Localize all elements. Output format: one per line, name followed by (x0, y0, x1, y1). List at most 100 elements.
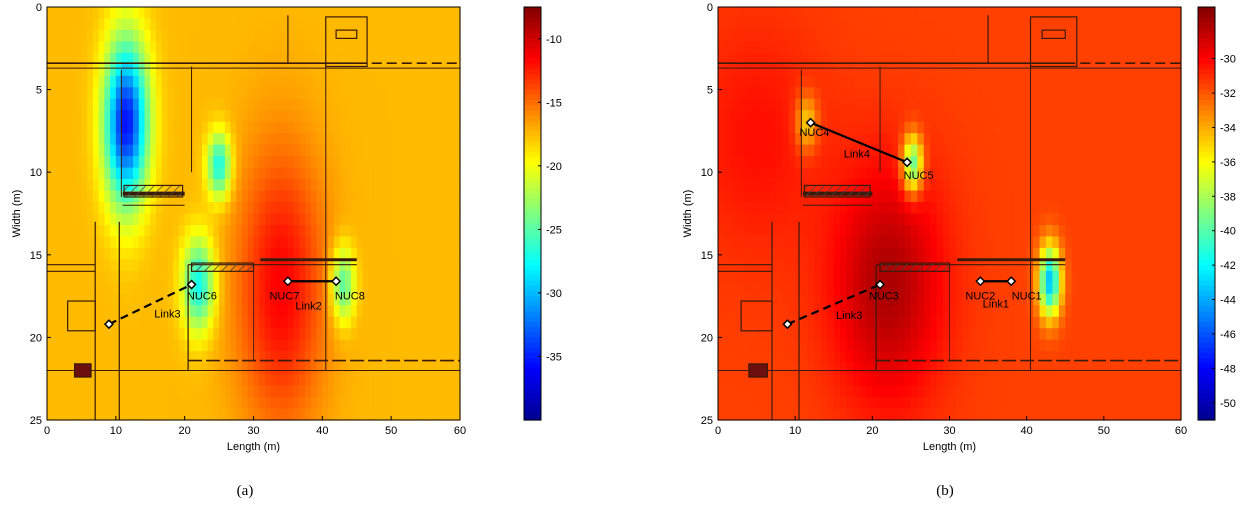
heatmap-cell (1155, 145, 1162, 157)
heatmap-cell (962, 110, 969, 122)
heatmap-cell (282, 328, 288, 340)
heatmap-cell (150, 225, 156, 237)
heatmap-cell (202, 225, 208, 237)
heatmap-cell (1142, 259, 1149, 271)
heatmap-cell (892, 236, 899, 248)
heatmap-cell (299, 374, 305, 386)
heatmap-cell (930, 328, 937, 340)
heatmap-cell (87, 30, 93, 42)
heatmap-cell (231, 64, 237, 76)
heatmap-cell (139, 41, 145, 53)
heatmap-cell (53, 363, 59, 375)
floor-plan-room (192, 263, 254, 271)
heatmap-cell (744, 202, 751, 214)
heatmap-cell (380, 282, 386, 294)
heatmap-cell (190, 248, 196, 260)
heatmap-cell (403, 305, 409, 317)
heatmap-cell (988, 18, 995, 30)
heatmap-cell (47, 191, 53, 203)
heatmap-cell (840, 236, 847, 248)
heatmap-cell (345, 168, 351, 180)
heatmap-cell (276, 340, 282, 352)
heatmap-cell (1117, 259, 1124, 271)
heatmap-cell (81, 259, 87, 271)
heatmap-cell (443, 328, 449, 340)
heatmap-cell (196, 76, 202, 88)
heatmap-cell (397, 248, 403, 260)
heatmap-cell (1046, 305, 1053, 317)
heatmap-cell (414, 248, 420, 260)
heatmap-cell (408, 122, 414, 134)
heatmap-cell (179, 271, 185, 283)
heatmap-cell (391, 214, 397, 226)
heatmap-cell (317, 41, 323, 53)
heatmap-cell (969, 202, 976, 214)
heatmap-cell (219, 305, 225, 317)
heatmap-cell (437, 374, 443, 386)
heatmap-cell (795, 30, 802, 42)
heatmap-cell (81, 87, 87, 99)
heatmap-cell (265, 179, 271, 191)
heatmap-cell (368, 202, 374, 214)
heatmap-cell (1123, 64, 1130, 76)
heatmap-cell (1155, 305, 1162, 317)
heatmap-cell (879, 179, 886, 191)
heatmap-cell (1149, 179, 1156, 191)
heatmap-cell (1155, 340, 1162, 352)
heatmap-cell (408, 236, 414, 248)
heatmap-cell (64, 225, 70, 237)
heatmap-cell (150, 87, 156, 99)
heatmap-cell (1110, 305, 1117, 317)
heatmap-cell (1040, 214, 1047, 226)
heatmap-cell (265, 225, 271, 237)
heatmap-cell (122, 259, 128, 271)
heatmap-cell (99, 328, 105, 340)
heatmap-cell (391, 30, 397, 42)
heatmap-cell (898, 294, 905, 306)
heatmap-cell (1001, 145, 1008, 157)
colorbar-band (524, 131, 541, 137)
heatmap-cell (254, 214, 260, 226)
heatmap-cell (156, 340, 162, 352)
heatmap-cell (1123, 87, 1130, 99)
heatmap-cell (1155, 191, 1162, 203)
heatmap-cell (750, 317, 757, 329)
heatmap-cell (127, 156, 133, 168)
heatmap-cell (271, 214, 277, 226)
heatmap-cell (242, 305, 248, 317)
heatmap-cell (1033, 156, 1040, 168)
heatmap-cell (769, 122, 776, 134)
heatmap-cell (385, 145, 391, 157)
heatmap-cell (950, 305, 957, 317)
heatmap-cell (1136, 18, 1143, 30)
heatmap-cell (64, 179, 70, 191)
heatmap-cell (150, 168, 156, 180)
heatmap-cell (1162, 7, 1169, 19)
colorbar-band (524, 348, 541, 354)
heatmap-cell (173, 351, 179, 363)
heatmap-cell (236, 236, 242, 248)
heatmap-cell (93, 168, 99, 180)
heatmap-cell (1091, 122, 1098, 134)
heatmap-cell (196, 328, 202, 340)
heatmap-cell (449, 64, 455, 76)
heatmap-cell (917, 202, 924, 214)
heatmap-cell (426, 41, 432, 53)
heatmap-cell (311, 7, 317, 19)
heatmap-cell (1149, 340, 1156, 352)
heatmap-cell (943, 133, 950, 145)
heatmap-cell (225, 30, 231, 42)
heatmap-cell (282, 317, 288, 329)
heatmap-cell (127, 271, 133, 283)
heatmap-cell (834, 225, 841, 237)
heatmap-cell (1149, 248, 1156, 260)
heatmap-cell (1014, 87, 1021, 99)
heatmap-cell (213, 18, 219, 30)
heatmap-cell (380, 87, 386, 99)
heatmap-cell (1014, 179, 1021, 191)
heatmap-cell (93, 294, 99, 306)
heatmap-cell (127, 248, 133, 260)
heatmap-cell (930, 236, 937, 248)
heatmap-cell (99, 156, 105, 168)
heatmap-cell (225, 351, 231, 363)
